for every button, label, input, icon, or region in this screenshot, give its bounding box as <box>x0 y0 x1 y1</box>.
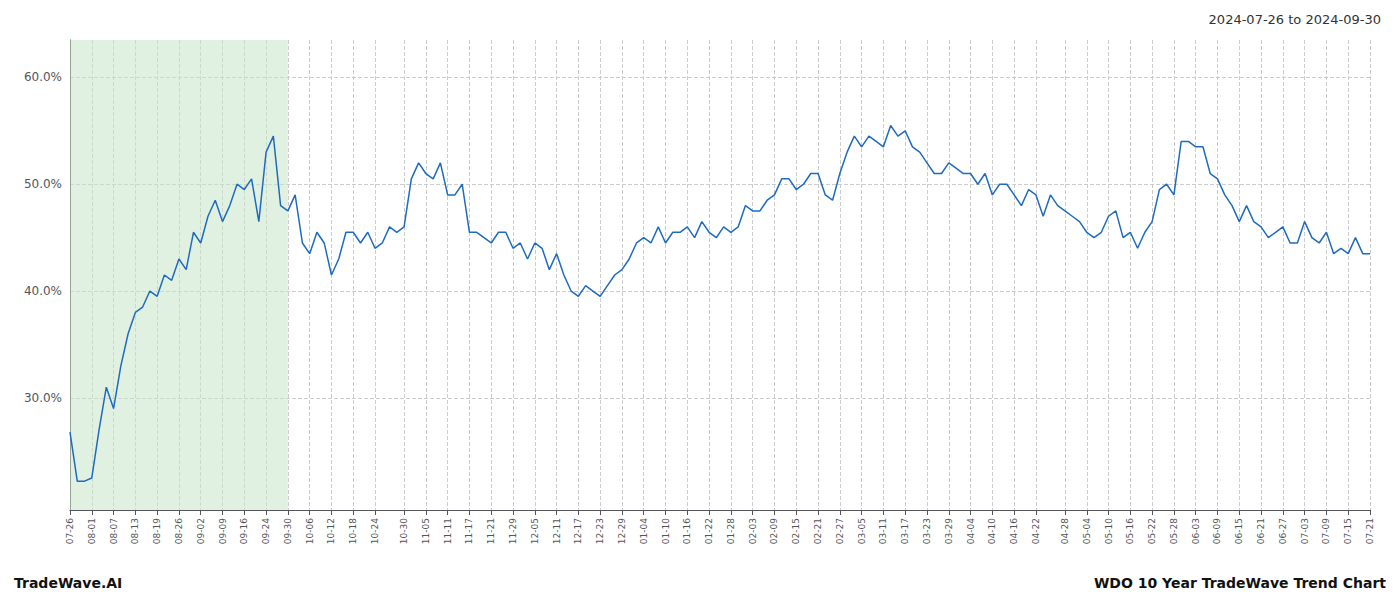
svg-text:06-09: 06-09 <box>1212 518 1222 544</box>
svg-text:07-15: 07-15 <box>1343 518 1353 544</box>
svg-text:09-09: 09-09 <box>218 518 228 544</box>
svg-text:01-04: 01-04 <box>639 518 649 544</box>
svg-text:04-22: 04-22 <box>1031 518 1041 544</box>
svg-text:08-13: 08-13 <box>130 518 140 544</box>
svg-text:11-21: 11-21 <box>486 518 496 544</box>
svg-text:11-29: 11-29 <box>508 518 518 544</box>
svg-text:03-17: 03-17 <box>900 518 910 544</box>
svg-text:02-09: 02-09 <box>769 518 779 544</box>
svg-text:09-16: 09-16 <box>239 518 249 544</box>
svg-text:06-03: 06-03 <box>1191 518 1201 544</box>
svg-text:10-24: 10-24 <box>370 518 380 544</box>
svg-text:05-28: 05-28 <box>1169 518 1179 544</box>
svg-text:09-24: 09-24 <box>261 518 271 544</box>
svg-text:01-10: 01-10 <box>661 518 671 544</box>
svg-text:12-23: 12-23 <box>595 518 605 544</box>
svg-text:10-18: 10-18 <box>348 518 358 544</box>
svg-text:03-29: 03-29 <box>944 518 954 544</box>
svg-text:02-27: 02-27 <box>835 518 845 544</box>
svg-text:01-22: 01-22 <box>704 518 714 544</box>
svg-text:12-29: 12-29 <box>617 518 627 544</box>
svg-text:03-23: 03-23 <box>922 518 932 544</box>
svg-text:09-02: 09-02 <box>196 518 206 544</box>
svg-text:08-01: 08-01 <box>87 518 97 544</box>
svg-text:02-03: 02-03 <box>748 518 758 544</box>
svg-text:10-12: 10-12 <box>326 518 336 544</box>
svg-text:02-21: 02-21 <box>813 518 823 544</box>
svg-text:07-21: 07-21 <box>1365 518 1375 544</box>
svg-text:11-17: 11-17 <box>464 518 474 544</box>
svg-text:05-16: 05-16 <box>1125 518 1135 544</box>
svg-text:01-28: 01-28 <box>726 518 736 544</box>
svg-text:10-06: 10-06 <box>305 518 315 544</box>
svg-text:40.0%: 40.0% <box>24 284 62 298</box>
svg-text:11-11: 11-11 <box>443 518 453 544</box>
svg-text:06-15: 06-15 <box>1234 518 1244 544</box>
svg-text:TradeWave.AI: TradeWave.AI <box>14 575 122 591</box>
svg-text:05-10: 05-10 <box>1104 518 1114 544</box>
svg-text:11-05: 11-05 <box>421 518 431 544</box>
svg-text:50.0%: 50.0% <box>24 177 62 191</box>
svg-text:12-17: 12-17 <box>573 518 583 544</box>
svg-text:02-15: 02-15 <box>791 518 801 544</box>
svg-text:08-19: 08-19 <box>152 518 162 544</box>
svg-text:09-30: 09-30 <box>283 518 293 544</box>
svg-text:07-26: 07-26 <box>65 518 75 544</box>
svg-text:12-11: 12-11 <box>552 518 562 544</box>
svg-text:06-27: 06-27 <box>1278 518 1288 544</box>
svg-text:04-04: 04-04 <box>966 518 976 544</box>
svg-text:07-09: 07-09 <box>1321 518 1331 544</box>
svg-text:08-07: 08-07 <box>109 518 119 544</box>
svg-text:WDO 10 Year TradeWave Trend Ch: WDO 10 Year TradeWave Trend Chart <box>1094 575 1386 591</box>
svg-text:04-16: 04-16 <box>1009 518 1019 544</box>
svg-text:12-05: 12-05 <box>530 518 540 544</box>
svg-text:07-03: 07-03 <box>1300 518 1310 544</box>
svg-text:30.0%: 30.0% <box>24 391 62 405</box>
svg-text:03-11: 03-11 <box>878 518 888 544</box>
svg-text:2024-07-26 to 2024-09-30: 2024-07-26 to 2024-09-30 <box>1209 12 1381 27</box>
svg-text:01-16: 01-16 <box>682 518 692 544</box>
svg-text:04-28: 04-28 <box>1060 518 1070 544</box>
svg-text:08-26: 08-26 <box>174 518 184 544</box>
svg-text:05-22: 05-22 <box>1147 518 1157 544</box>
svg-text:10-30: 10-30 <box>399 518 409 544</box>
svg-text:03-05: 03-05 <box>857 518 867 544</box>
svg-text:04-10: 04-10 <box>987 518 997 544</box>
svg-text:60.0%: 60.0% <box>24 70 62 84</box>
svg-text:05-04: 05-04 <box>1082 518 1092 544</box>
svg-text:06-21: 06-21 <box>1256 518 1266 544</box>
